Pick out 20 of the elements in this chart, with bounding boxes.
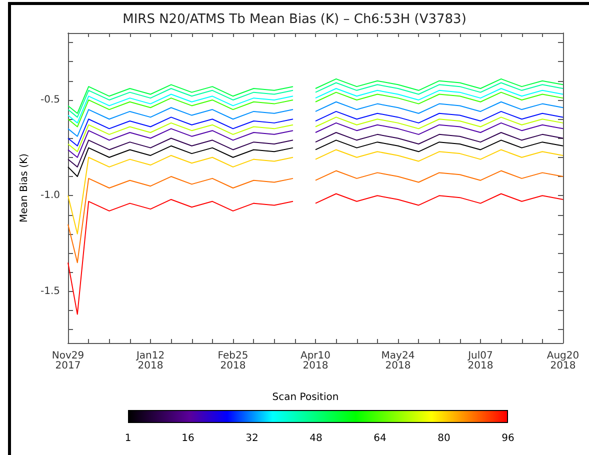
- x-tick-label: Jan12 2018: [135, 350, 165, 372]
- x-tick-label: Nov29 2017: [52, 350, 84, 372]
- color-bar-label: 1: [124, 433, 132, 444]
- x-tick-label: Jul07 2018: [467, 350, 494, 372]
- y-tick-label: -0.5: [40, 94, 60, 106]
- color-bar-label: 80: [438, 433, 450, 444]
- color-bar-label: 16: [182, 433, 194, 444]
- color-bar-title: Scan Position: [271, 392, 340, 403]
- color-bar-label: 96: [502, 433, 514, 444]
- color-bar-label: 64: [374, 433, 386, 444]
- color-bar-label: 32: [246, 433, 258, 444]
- x-tick-label: Feb25 2018: [218, 350, 248, 372]
- y-axis-title: Mean Bias (K): [19, 153, 30, 222]
- x-tick-label: May24 2018: [381, 350, 415, 372]
- x-tick-label: Apr10 2018: [300, 350, 331, 372]
- y-tick-label: -1.0: [40, 190, 60, 202]
- y-tick-label: -1.5: [40, 286, 60, 297]
- chart-title: MIRS N20/ATMS Tb Mean Bias (K) – Ch6:53H (V3783): [122, 12, 466, 27]
- color-bar-label: 48: [310, 433, 322, 444]
- x-tick-label: Aug20 2018: [546, 350, 580, 372]
